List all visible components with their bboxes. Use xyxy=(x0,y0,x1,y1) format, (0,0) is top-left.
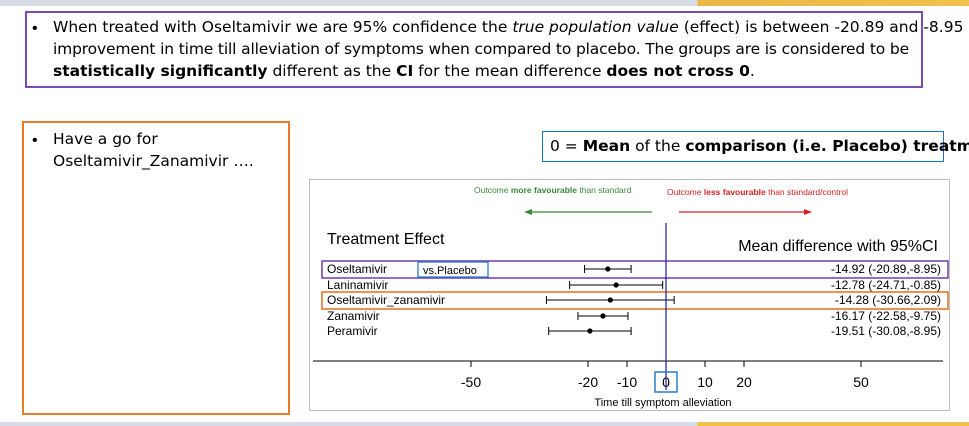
forest-rows: Oseltamivir -14.92 (-20.89,-8.95) Laninami… xyxy=(327,262,941,338)
exercise-box xyxy=(22,121,290,415)
treatment-label: Oseltamivir xyxy=(327,262,387,276)
treatment-label: Peramivir xyxy=(327,324,378,338)
mean-difference-value: -16.17 (-22.58,-9.75) xyxy=(831,309,941,323)
treatment-label: Laninamivir xyxy=(327,278,388,292)
treatment-label: Oseltamivir_zanamivir xyxy=(327,293,445,307)
favourable-arrowhead xyxy=(524,209,532,215)
x-tick-label: 50 xyxy=(853,374,869,390)
x-tick-label: 20 xyxy=(736,374,752,390)
explanation-line-2: improvement in time till alleviation of … xyxy=(53,40,909,58)
vs-placebo-label: vs.Placebo xyxy=(423,265,477,277)
zero-tick-highlight xyxy=(654,371,678,393)
treatment-header: Treatment Effect xyxy=(327,231,445,248)
treatment-label: Zanamivir xyxy=(327,309,380,323)
x-axis-label: Time till symptom alleviation xyxy=(594,397,731,409)
oseltamivir-highlight xyxy=(321,260,949,279)
bullet-icon: • xyxy=(32,20,38,37)
x-tick-label: -10 xyxy=(617,374,637,390)
mean-difference-header: Mean difference with 95%CI xyxy=(738,238,938,255)
x-tick-label: 10 xyxy=(697,374,713,390)
vs-placebo-box xyxy=(417,261,489,278)
mean-difference-value: -14.92 (-20.89,-8.95) xyxy=(831,262,941,276)
bullet-icon: • xyxy=(32,132,38,149)
zero-reference-note: 0 = Mean of the comparison (i.e. Placebo… xyxy=(542,131,969,162)
explanation-line-3: statistically significantly different as… xyxy=(53,62,755,80)
top-accent-bar xyxy=(0,0,969,6)
point-estimate xyxy=(613,282,619,288)
x-tick-label: -50 xyxy=(461,374,481,390)
point-estimate xyxy=(587,328,593,334)
unfavourable-arrowhead xyxy=(804,209,812,215)
exercise-line-1: Have a go for xyxy=(53,130,158,148)
mean-difference-value: -12.78 (-24.71,-0.85) xyxy=(831,278,941,292)
oseltamivir-zanamivir-highlight xyxy=(321,291,949,310)
significance-explanation-box xyxy=(25,11,923,88)
bottom-accent-bar xyxy=(0,422,969,426)
explanation-line-1: When treated with Oseltamivir we are 95%… xyxy=(53,18,964,36)
point-estimate xyxy=(600,313,606,319)
mean-difference-value: -14.28 (-30.66,2.09) xyxy=(835,293,941,307)
favourable-caption: Outcome more favourable than standard xyxy=(474,185,632,195)
point-estimate xyxy=(607,297,613,303)
x-axis-ticks: -50-20-100102050 xyxy=(461,361,869,390)
exercise-line-2: Oseltamivir_Zanamivir …. xyxy=(53,152,254,170)
point-estimate xyxy=(605,266,611,272)
x-tick-label: -20 xyxy=(578,374,598,390)
mean-difference-value: -19.51 (-30.08,-8.95) xyxy=(831,324,941,338)
unfavourable-caption: Outcome less favourable than standard/co… xyxy=(667,187,848,197)
forest-plot-frame xyxy=(309,179,950,411)
